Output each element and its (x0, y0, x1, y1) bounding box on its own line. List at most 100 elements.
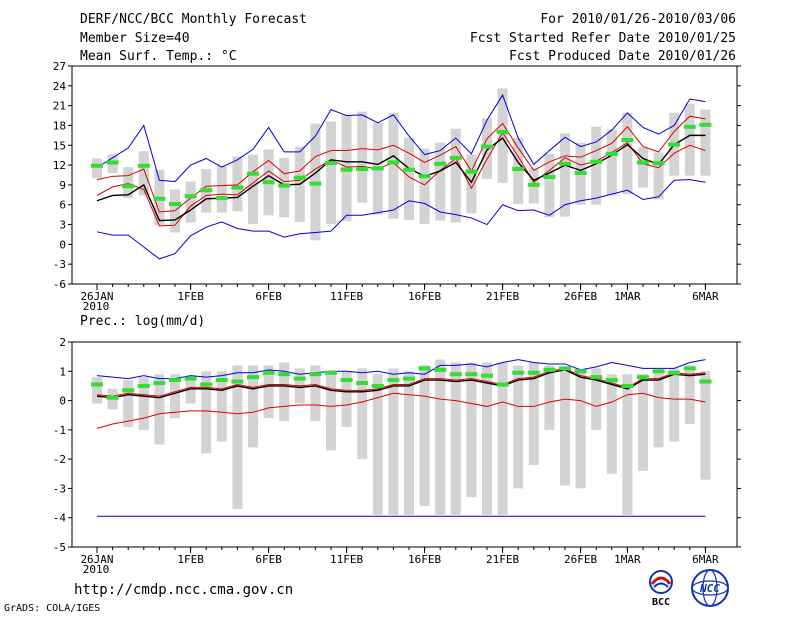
ensemble-marker (481, 144, 493, 149)
range-bar (326, 121, 336, 224)
series-line-min (96, 93, 706, 183)
range-bar (138, 377, 149, 430)
x-tick-label: 2010 (83, 300, 110, 313)
ensemble-marker (387, 378, 400, 383)
ensemble-marker (543, 174, 556, 179)
y-tick-label: 21 (53, 100, 66, 113)
range-bar (622, 112, 633, 195)
ensemble-marker (278, 372, 291, 377)
range-bar (279, 362, 290, 422)
ensemble-marker (559, 366, 571, 371)
range-bar (575, 371, 586, 489)
range-bar (684, 365, 695, 424)
x-tick-label: 26JAN (80, 553, 113, 566)
ensemble-marker (387, 160, 400, 165)
ensemble-marker (683, 124, 696, 129)
ensemble-marker (699, 122, 712, 127)
ensemble-marker (527, 370, 540, 375)
series-line-lower (96, 115, 706, 213)
series-line-max (96, 179, 706, 260)
ensemble-marker (340, 378, 353, 383)
ensemble-marker (106, 160, 119, 165)
ensemble-marker (122, 184, 135, 189)
y-tick-label: 15 (53, 139, 66, 152)
x-tick-label: 26JAN (80, 290, 113, 303)
ensemble-marker (371, 166, 384, 171)
range-bar (560, 371, 570, 486)
y-tick-label: -6 (53, 278, 66, 291)
x-tick-label: 6FEB (255, 553, 282, 566)
range-bar (466, 362, 477, 498)
y-tick-label: 1 (59, 365, 66, 378)
range-bar (419, 148, 430, 224)
ensemble-marker (137, 163, 150, 168)
ensemble-marker (91, 163, 103, 168)
range-bar (357, 111, 368, 203)
range-bar (123, 167, 134, 199)
ensemble-marker (231, 379, 244, 384)
ncc-logo: NCC (691, 569, 729, 607)
range-bar (170, 374, 180, 419)
ensemble-marker (293, 175, 306, 180)
range-bar (123, 380, 134, 427)
ensemble-marker (262, 180, 275, 185)
ensemble-marker (605, 151, 618, 156)
ensemble-marker (543, 367, 556, 372)
member-size-label: Member Size=40 (80, 31, 190, 46)
x-tick-label: 16FEB (408, 553, 441, 566)
precip-panel-title: Prec.: log(mm/d) (80, 314, 205, 329)
x-tick-label: 26FEB (564, 290, 597, 303)
ensemble-marker (137, 383, 150, 388)
y-tick-label: -4 (53, 512, 67, 525)
ensemble-marker (169, 202, 181, 207)
x-tick-label: 2010 (83, 563, 110, 576)
footer-url[interactable]: http://cmdp.ncc.cma.gov.cn (74, 582, 294, 598)
ensemble-marker (652, 161, 665, 166)
range-bar (435, 359, 446, 515)
ensemble-marker (153, 381, 166, 385)
ensemble-marker (340, 167, 353, 172)
range-bar (310, 365, 321, 422)
y-tick-label: -3 (53, 258, 66, 271)
range-bar (497, 88, 508, 183)
range-bar (201, 371, 212, 454)
ensemble-marker (590, 375, 603, 380)
range-bar (466, 154, 477, 214)
ensemble-marker (465, 169, 478, 174)
range-bar (154, 374, 165, 445)
range-bar (232, 365, 243, 509)
ensemble-marker (247, 171, 259, 176)
series-line-mean (96, 134, 706, 222)
ensemble-marker (215, 196, 228, 201)
ensemble-marker (637, 375, 649, 380)
variable-label: Mean Surf. Temp.: °C (80, 49, 237, 64)
range-bar (185, 181, 196, 223)
bcc-logo-text: BCC (652, 597, 670, 608)
ensemble-marker (605, 378, 618, 383)
ensemble-marker (449, 372, 462, 377)
ensemble-marker (434, 161, 447, 166)
y-tick-label: -2 (53, 453, 66, 466)
ensemble-marker (574, 369, 587, 374)
ensemble-marker (559, 161, 571, 166)
range-bar (138, 151, 149, 196)
range-bar (513, 365, 524, 489)
y-tick-label: 12 (53, 159, 66, 172)
series-line-mean (96, 369, 706, 399)
range-bar (450, 362, 461, 515)
ncc-logo-text: NCC (699, 582, 720, 595)
ensemble-marker (527, 182, 540, 187)
chart-title: DERF/NCC/BCC Monthly Forecast (80, 12, 307, 27)
x-tick-label: 21FEB (486, 290, 519, 303)
ensemble-marker (247, 375, 259, 380)
range-bar (216, 165, 227, 213)
range-bar (544, 153, 555, 218)
y-tick-label: -5 (53, 541, 66, 554)
range-bar (653, 152, 664, 200)
range-bar (684, 103, 695, 176)
range-bar (528, 362, 539, 465)
range-bar (248, 365, 258, 448)
y-tick-label: 2 (59, 336, 66, 349)
